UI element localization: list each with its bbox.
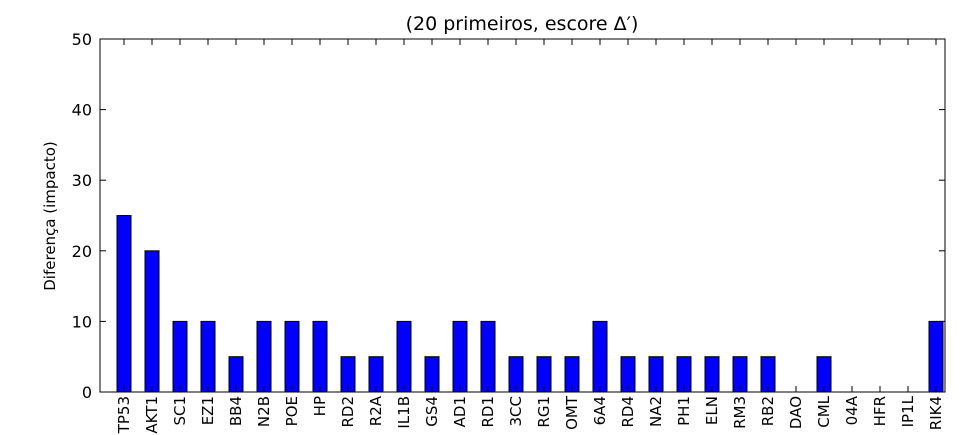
plot-area-frame — [99, 38, 946, 393]
x-tick-label-eln: ELN — [703, 396, 721, 425]
x-tick-label-tp53: TP53 — [115, 396, 133, 434]
x-tick-label-rb2: RB2 — [759, 396, 777, 426]
x-tick-label-04a: 04A — [843, 395, 861, 425]
bar-ez1 — [200, 320, 216, 393]
bar-sc1 — [172, 320, 188, 393]
bar-6a4 — [592, 320, 608, 393]
x-tick-label-sc1: SC1 — [171, 396, 189, 426]
x-tick-label-dao: DAO — [787, 396, 805, 429]
x-tick-label-r2a: R2A — [367, 395, 385, 426]
x-tick-label-na2: NA2 — [647, 396, 665, 427]
chart-title: (20 primeiros, escore Δ′) — [406, 13, 639, 35]
y-axis-ticks: 0 10 20 30 40 50 — [72, 30, 945, 402]
y-tick-label-30: 30 — [72, 171, 92, 190]
bar-tp53 — [116, 215, 132, 393]
x-axis-category-labels: TP53 AKT1 SC1 EZ1 BB4 N2B POE HP RD2 R2A IL1B GS4 AD… — [115, 395, 945, 434]
y-tick-label-40: 40 — [72, 101, 92, 120]
y-tick-label-50: 50 — [72, 30, 92, 49]
bar-hp — [312, 320, 328, 393]
bar-n2b — [256, 320, 272, 393]
y-tick-label-20: 20 — [72, 242, 92, 261]
x-tick-label-rik4: RIK4 — [927, 396, 945, 430]
x-tick-label-omt: OMT — [563, 395, 581, 430]
x-tick-label-ad1: AD1 — [451, 396, 469, 427]
bars-group — [116, 215, 944, 393]
x-tick-label-rd2: RD2 — [339, 396, 357, 428]
x-tick-label-poe: POE — [283, 396, 301, 426]
bar-ad1 — [452, 320, 468, 393]
x-tick-label-n2b: N2B — [255, 396, 273, 427]
bar-rik4 — [928, 320, 944, 393]
x-tick-label-rd4: RD4 — [619, 396, 637, 428]
x-tick-label-6a4: 6A4 — [591, 396, 609, 425]
y-axis-label: Diferença (impacto) — [41, 141, 59, 291]
y-tick-label-10: 10 — [72, 312, 92, 331]
x-tick-label-ph1: PH1 — [675, 396, 693, 426]
x-tick-label-bb4: BB4 — [227, 396, 245, 426]
x-tick-label-hp: HP — [311, 396, 329, 416]
x-tick-label-akt1: AKT1 — [143, 396, 161, 434]
bar-il1b — [396, 320, 412, 393]
x-tick-label-rm3: RM3 — [731, 396, 749, 429]
x-tick-label-ip1l: IP1L — [899, 395, 917, 427]
x-tick-label-3cc: 3CC — [507, 396, 525, 427]
bar-poe — [284, 320, 300, 393]
x-tick-label-hfr: HFR — [871, 396, 889, 426]
x-tick-label-il1b: IL1B — [395, 396, 413, 429]
x-tick-label-rg1: RG1 — [535, 396, 553, 428]
x-tick-label-ez1: EZ1 — [199, 396, 217, 425]
x-tick-label-cml: CML — [815, 395, 833, 427]
x-tick-label-gs4: GS4 — [423, 396, 441, 427]
bar-akt1 — [144, 250, 160, 393]
bar-rd1 — [480, 320, 496, 393]
y-tick-label-0: 0 — [82, 383, 92, 402]
x-tick-label-rd1: RD1 — [479, 396, 497, 428]
x-axis-ticks — [123, 39, 937, 392]
